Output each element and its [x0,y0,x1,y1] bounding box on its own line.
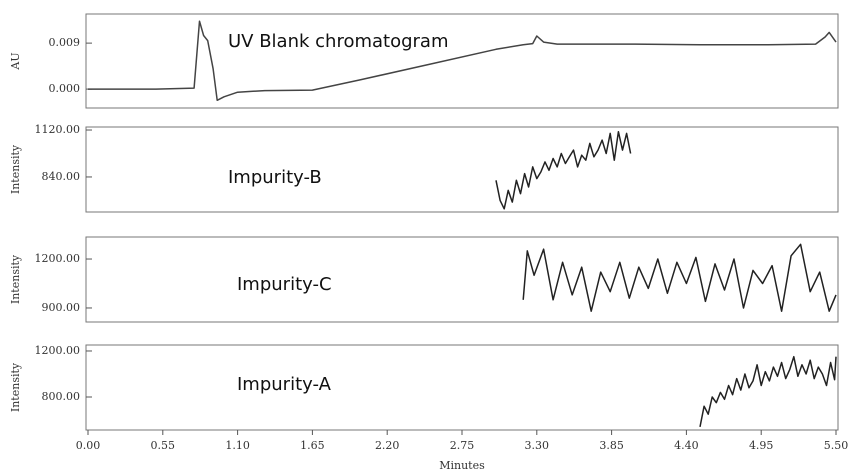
y-axis-label: Intensity [9,144,22,194]
y-tick-label: 0.000 [49,82,81,95]
x-tick-label: 3.30 [525,439,550,452]
x-tick-label: 3.85 [599,439,624,452]
panel-frame [85,13,839,109]
trace [88,20,837,102]
annotation: Impurity-C [237,274,332,295]
y-tick-label: 900.00 [42,301,81,314]
panel-frame [85,344,839,431]
y-tick-label: 0.009 [49,36,81,49]
x-tick-label: 1.10 [225,439,250,452]
annotation: UV Blank chromatogram [228,31,449,52]
x-tick-label: 2.20 [375,439,400,452]
y-tick-label: 800.00 [42,390,81,403]
y-axis-label: Intensity [9,362,22,412]
y-tick-label: 840.00 [42,170,81,183]
annotation: Impurity-A [237,374,332,395]
y-axis-label: Intensity [9,254,22,304]
panel-frame [85,236,839,323]
x-tick-label: 1.65 [300,439,325,452]
x-tick-label: 5.50 [824,439,849,452]
trace [522,243,837,312]
y-tick-label: 1200.00 [35,252,81,265]
x-tick-label: 2.75 [450,439,475,452]
y-axis-label: AU [9,52,22,70]
y-tick-label: 1200.00 [35,344,81,357]
trace [699,355,837,428]
y-tick-label: 1120.00 [35,123,81,136]
x-tick-label: 4.95 [749,439,774,452]
x-tick-label: 0.55 [151,439,176,452]
x-tick-label: 0.00 [76,439,101,452]
x-tick-label: 4.40 [674,439,699,452]
panel-frame [85,126,839,213]
x-axis-label: Minutes [439,459,485,472]
trace [495,130,632,210]
annotation: Impurity-B [228,167,322,188]
